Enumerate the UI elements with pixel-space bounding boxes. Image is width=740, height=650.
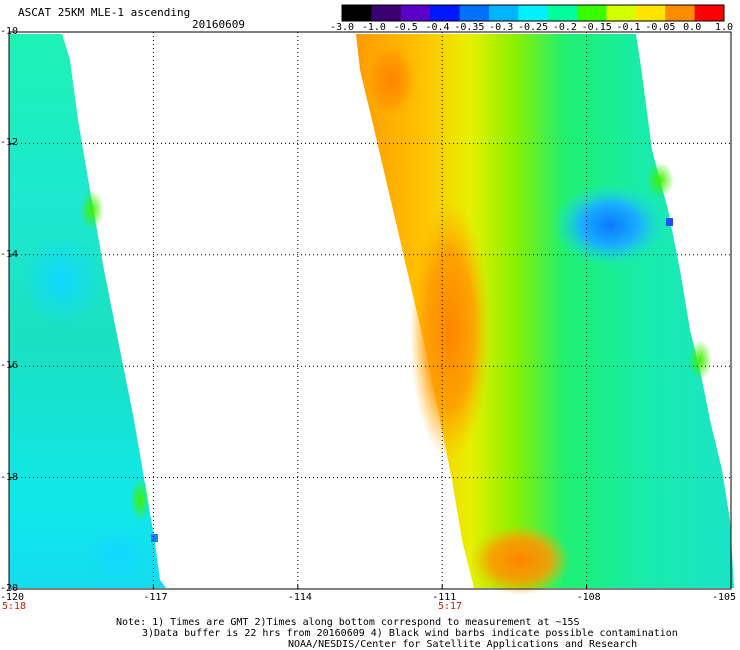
colorbar-tick-label: -0.15: [581, 22, 612, 33]
west-swath-green-patch: [130, 478, 150, 522]
lat-tick-label: -14: [0, 248, 19, 260]
note-line-1: Note: 1) Times are GMT 2)Times along bot…: [116, 617, 580, 628]
west-swath-blue-cell: [151, 534, 158, 542]
east-swath-orange-patch: [362, 40, 418, 120]
west-swath-green-patch: [80, 190, 104, 230]
lon-tick-label: -117: [143, 592, 168, 603]
east-swath-blue-cell: [666, 218, 673, 226]
colorbar-cell: [547, 5, 578, 21]
colorbar-tick-label: -0.35: [454, 22, 485, 33]
colorbar-tick-label: -0.25: [518, 22, 549, 33]
colorbar-tick-label: -0.3: [489, 22, 514, 33]
colorbar-tick-label: -0.1: [616, 22, 641, 33]
colorbar-tick-label: -0.4: [425, 22, 450, 33]
lat-tick-label: -20: [0, 583, 19, 594]
east-swath-orange-patch: [410, 200, 490, 460]
lat-tick-label: -12: [0, 137, 19, 149]
colorbar-cell: [459, 5, 490, 21]
lon-tick-label: -111: [432, 592, 457, 603]
map-frame: [8, 31, 732, 590]
colorbar-cell: [371, 5, 402, 21]
colorbar-cell: [635, 5, 666, 21]
lon-tick-label: -108: [576, 592, 601, 603]
lat-tick-label: -16: [0, 360, 19, 372]
colorbar-cell: [400, 5, 431, 21]
time-label-west: 5:18: [2, 601, 27, 612]
east-swath-blue-patch: [552, 183, 668, 267]
note-line-3: NOAA/NESDIS/Center for Satellite Applica…: [288, 639, 638, 650]
lat-tick-label: -10: [0, 26, 19, 37]
colorbar-frame: [341, 4, 725, 22]
chart-date: 20160609: [192, 18, 245, 31]
note-line-2: 3)Data buffer is 22 hrs from 20160609 4)…: [142, 628, 678, 639]
colorbar-tick-label: 0.0: [683, 22, 702, 33]
colorbar-cell: [665, 5, 696, 21]
east-swath-orange-patch: [470, 525, 570, 595]
colorbar-cell: [488, 5, 519, 21]
colorbar-cell: [577, 5, 607, 21]
colorbar-tick-label: -3.0: [330, 22, 355, 33]
lon-tick-label: -114: [287, 592, 312, 603]
lon-tick-label: -120: [0, 592, 25, 603]
lon-tick-label: -105: [712, 592, 737, 603]
west-swath-cyan-patch: [84, 527, 152, 583]
colorbar-cell: [430, 5, 461, 21]
colorbar-cell: [606, 5, 637, 21]
chart-title: ASCAT 25KM MLE-1 ascending: [18, 6, 191, 19]
colorbar-tick-label: -0.5: [393, 22, 418, 33]
time-label-east: 5:17: [438, 601, 463, 612]
colorbar-cell: [342, 5, 372, 21]
colorbar: [341, 4, 725, 22]
colorbar-cell: [518, 5, 549, 21]
colorbar-tick-label: -0.05: [645, 22, 676, 33]
colorbar-cell: [694, 5, 725, 21]
map-axis-ticks: [8, 31, 732, 590]
colorbar-tick-label: -1.0: [361, 22, 386, 33]
west-swath-cyan-patch: [22, 235, 102, 325]
map-gridlines: [9, 32, 731, 589]
colorbar-tick-label: -0.2: [552, 22, 577, 33]
east-swath-green-patch: [688, 340, 712, 380]
lat-tick-label: -18: [0, 471, 19, 483]
east-swath-green-patch: [646, 162, 674, 198]
colorbar-tick-label: 1.0: [715, 22, 734, 33]
